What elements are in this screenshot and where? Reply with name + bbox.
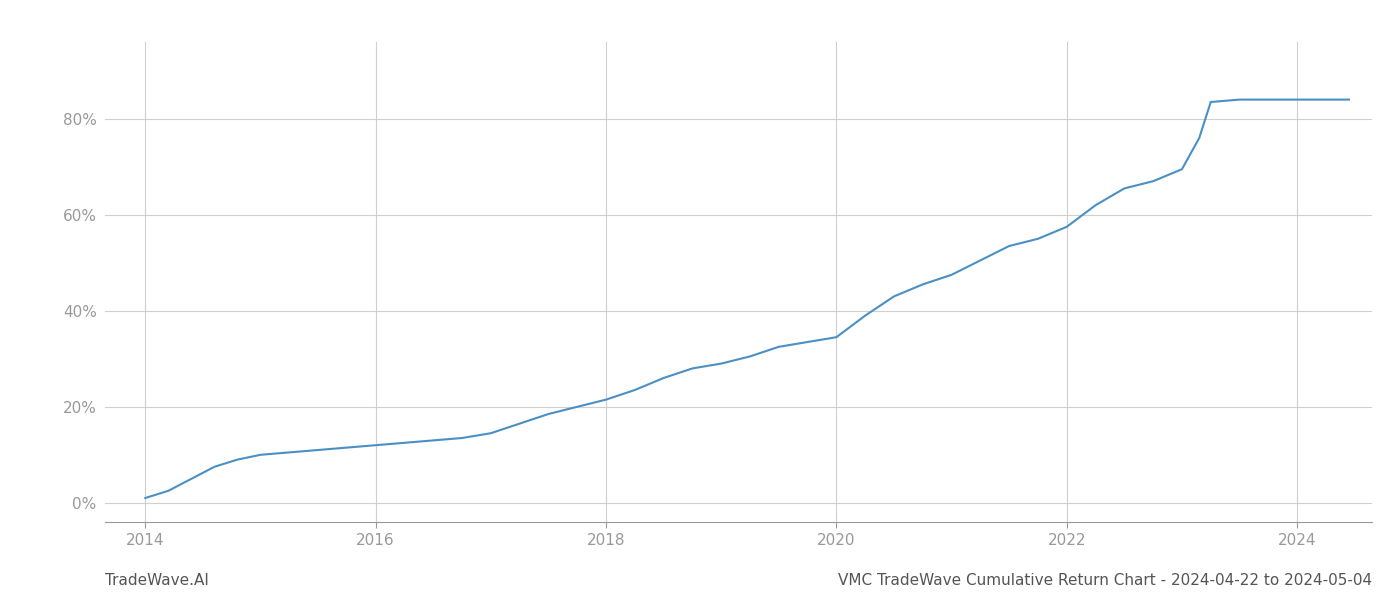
Text: VMC TradeWave Cumulative Return Chart - 2024-04-22 to 2024-05-04: VMC TradeWave Cumulative Return Chart - … bbox=[837, 573, 1372, 588]
Text: TradeWave.AI: TradeWave.AI bbox=[105, 573, 209, 588]
